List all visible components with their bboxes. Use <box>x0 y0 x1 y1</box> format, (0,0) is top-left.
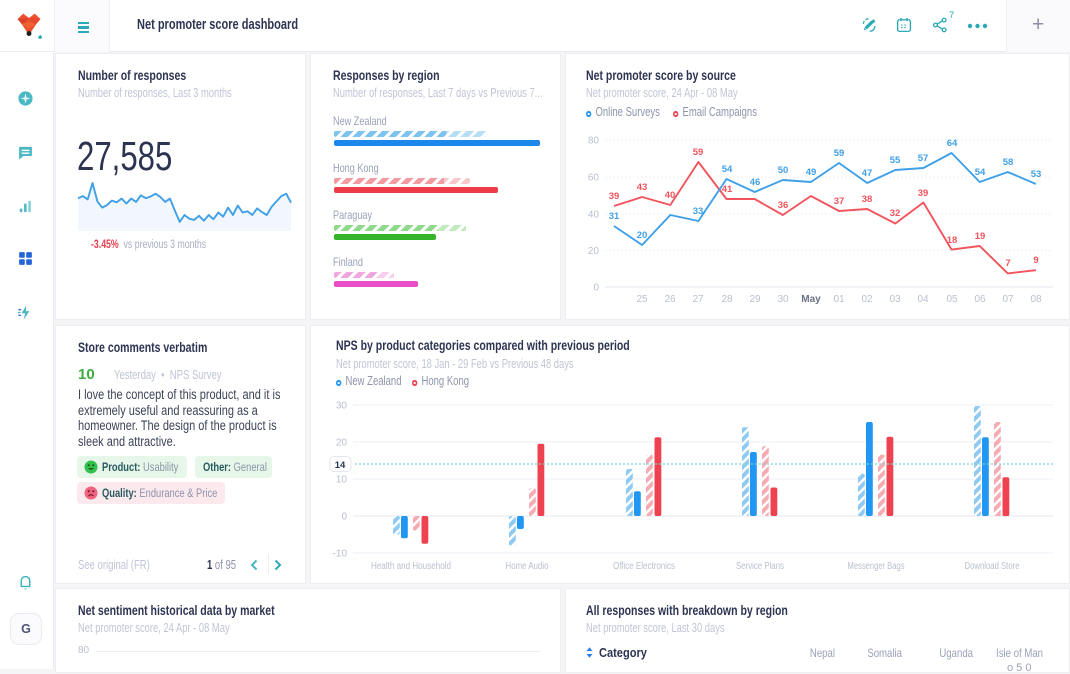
svg-text:0: 0 <box>341 512 347 523</box>
svg-text:33: 33 <box>693 206 704 217</box>
svg-text:53: 53 <box>1031 169 1042 180</box>
svg-text:58: 58 <box>1003 157 1014 168</box>
svg-text:55: 55 <box>890 155 901 166</box>
svg-text:Service Plans: Service Plans <box>736 561 784 572</box>
svg-text:05: 05 <box>946 294 958 305</box>
svg-text:30: 30 <box>336 401 348 412</box>
svg-text:04: 04 <box>917 294 929 305</box>
svg-text:60: 60 <box>588 173 600 184</box>
svg-text:27: 27 <box>692 294 704 305</box>
svg-text:01: 01 <box>833 294 845 305</box>
svg-text:18: 18 <box>947 235 958 246</box>
svg-text:20: 20 <box>588 246 600 257</box>
svg-text:30: 30 <box>777 294 789 305</box>
svg-text:02: 02 <box>861 294 873 305</box>
svg-text:59: 59 <box>693 147 704 158</box>
svg-text:39: 39 <box>918 188 929 199</box>
svg-text:07: 07 <box>1002 294 1014 305</box>
svg-text:Office Electronics: Office Electronics <box>613 561 675 572</box>
svg-text:26: 26 <box>664 294 676 305</box>
svg-text:25: 25 <box>636 294 648 305</box>
svg-text:49: 49 <box>806 167 817 178</box>
svg-text:32: 32 <box>890 208 901 219</box>
svg-text:37: 37 <box>834 196 845 207</box>
svg-text:41: 41 <box>722 184 733 195</box>
svg-text:64: 64 <box>947 138 958 149</box>
svg-text:-10: -10 <box>333 549 348 560</box>
svg-text:80: 80 <box>588 136 600 147</box>
svg-text:03: 03 <box>889 294 901 305</box>
svg-text:59: 59 <box>834 148 845 159</box>
svg-text:06: 06 <box>974 294 986 305</box>
svg-text:36: 36 <box>778 200 789 211</box>
svg-text:Download Store: Download Store <box>965 561 1020 572</box>
svg-text:40: 40 <box>665 190 676 201</box>
svg-text:46: 46 <box>750 177 761 188</box>
svg-text:39: 39 <box>609 191 620 202</box>
svg-text:Health and Household: Health and Household <box>371 561 451 572</box>
svg-text:50: 50 <box>778 165 789 176</box>
svg-text:31: 31 <box>609 211 620 222</box>
svg-text:Home Audio: Home Audio <box>506 561 549 572</box>
svg-text:47: 47 <box>862 168 873 179</box>
svg-text:20: 20 <box>336 438 348 449</box>
svg-text:29: 29 <box>749 294 761 305</box>
svg-text:7: 7 <box>1005 258 1010 269</box>
svg-text:28: 28 <box>721 294 733 305</box>
svg-text:43: 43 <box>637 182 648 193</box>
svg-text:0: 0 <box>593 283 599 294</box>
svg-text:57: 57 <box>918 153 929 164</box>
svg-text:40: 40 <box>588 210 600 221</box>
svg-text:Messenger Bags: Messenger Bags <box>848 561 905 572</box>
svg-text:08: 08 <box>1030 294 1042 305</box>
svg-text:10: 10 <box>336 475 348 486</box>
svg-text:14: 14 <box>335 460 346 471</box>
svg-text:54: 54 <box>722 164 733 175</box>
svg-text:May: May <box>801 294 821 305</box>
svg-text:38: 38 <box>862 194 873 205</box>
svg-text:19: 19 <box>975 231 986 242</box>
svg-text:20: 20 <box>637 230 648 241</box>
svg-text:54: 54 <box>975 167 986 178</box>
svg-text:9: 9 <box>1033 255 1038 266</box>
